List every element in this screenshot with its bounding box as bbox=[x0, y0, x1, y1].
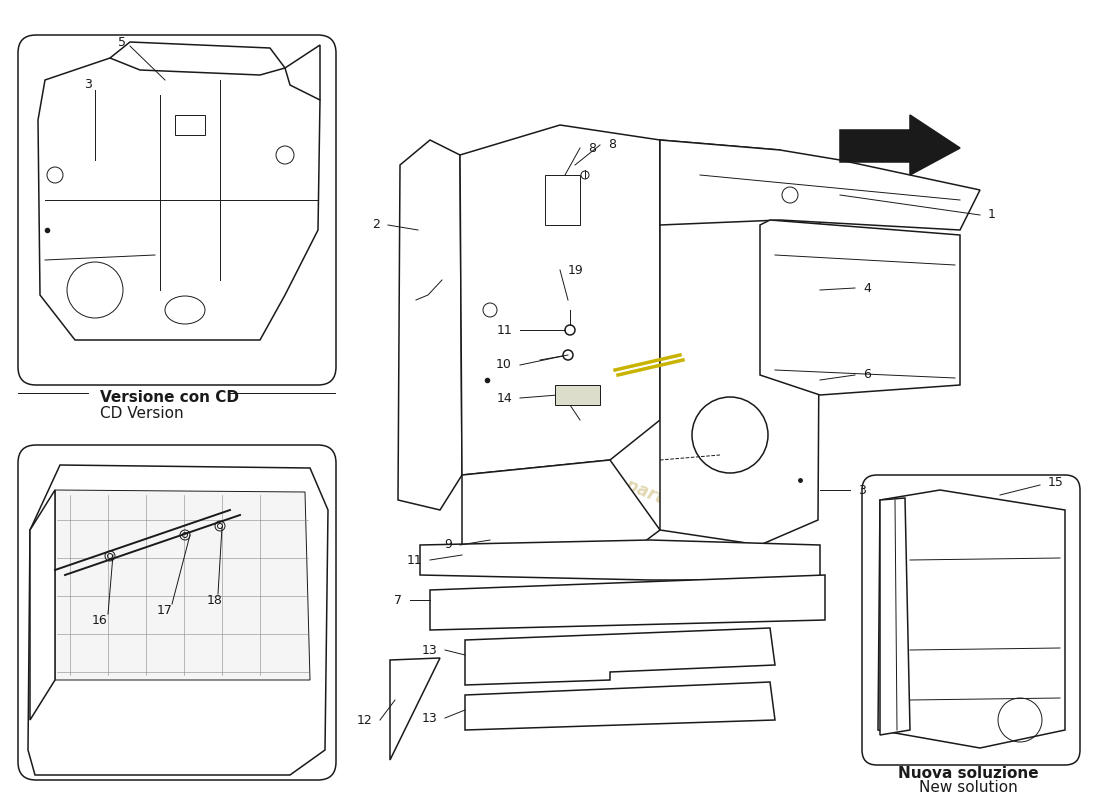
Polygon shape bbox=[840, 115, 960, 175]
Text: 4: 4 bbox=[864, 282, 871, 294]
Text: 10: 10 bbox=[496, 358, 512, 371]
Text: 8: 8 bbox=[608, 138, 616, 151]
FancyBboxPatch shape bbox=[18, 445, 336, 780]
Text: 13: 13 bbox=[421, 711, 437, 725]
Bar bbox=[544, 175, 580, 225]
Text: 15: 15 bbox=[1048, 475, 1064, 489]
Text: 19: 19 bbox=[568, 263, 584, 277]
Polygon shape bbox=[878, 490, 1065, 748]
Polygon shape bbox=[760, 220, 960, 395]
Polygon shape bbox=[460, 125, 660, 475]
Text: 13: 13 bbox=[421, 643, 437, 657]
Polygon shape bbox=[30, 490, 55, 720]
Text: 9: 9 bbox=[444, 538, 452, 551]
Text: Versione con CD: Versione con CD bbox=[100, 390, 239, 406]
Text: 6: 6 bbox=[864, 369, 871, 382]
Text: 11: 11 bbox=[406, 554, 422, 566]
Polygon shape bbox=[420, 540, 820, 580]
Text: 7: 7 bbox=[394, 594, 402, 606]
Text: 1: 1 bbox=[988, 209, 996, 222]
Polygon shape bbox=[880, 498, 910, 735]
Text: 2: 2 bbox=[372, 218, 379, 231]
Text: 5: 5 bbox=[118, 35, 127, 49]
Text: Nuova soluzione: Nuova soluzione bbox=[898, 766, 1038, 781]
Polygon shape bbox=[660, 140, 980, 230]
FancyBboxPatch shape bbox=[18, 35, 336, 385]
Polygon shape bbox=[28, 465, 328, 775]
Text: CS: CS bbox=[727, 198, 972, 362]
Text: New solution: New solution bbox=[918, 781, 1018, 795]
Text: 14: 14 bbox=[496, 391, 512, 405]
Polygon shape bbox=[465, 628, 776, 685]
Polygon shape bbox=[465, 682, 776, 730]
Polygon shape bbox=[285, 45, 320, 100]
Text: 8: 8 bbox=[588, 142, 596, 154]
Polygon shape bbox=[660, 140, 820, 545]
Text: 16: 16 bbox=[92, 614, 108, 626]
Polygon shape bbox=[55, 490, 310, 680]
Polygon shape bbox=[390, 658, 440, 760]
Bar bbox=[175, 115, 205, 135]
Text: 11: 11 bbox=[496, 323, 512, 337]
Text: 18: 18 bbox=[207, 594, 223, 606]
Polygon shape bbox=[39, 58, 320, 340]
Polygon shape bbox=[556, 385, 600, 405]
Polygon shape bbox=[398, 140, 462, 510]
Polygon shape bbox=[462, 460, 660, 575]
Polygon shape bbox=[430, 575, 825, 630]
Text: 3: 3 bbox=[84, 78, 92, 91]
Text: 12: 12 bbox=[356, 714, 372, 726]
Text: 17: 17 bbox=[157, 603, 173, 617]
Text: a passion for parts since 1985: a passion for parts since 1985 bbox=[505, 429, 774, 551]
Text: CD Version: CD Version bbox=[100, 406, 184, 422]
Text: 3: 3 bbox=[858, 483, 866, 497]
Polygon shape bbox=[110, 42, 285, 75]
FancyBboxPatch shape bbox=[862, 475, 1080, 765]
